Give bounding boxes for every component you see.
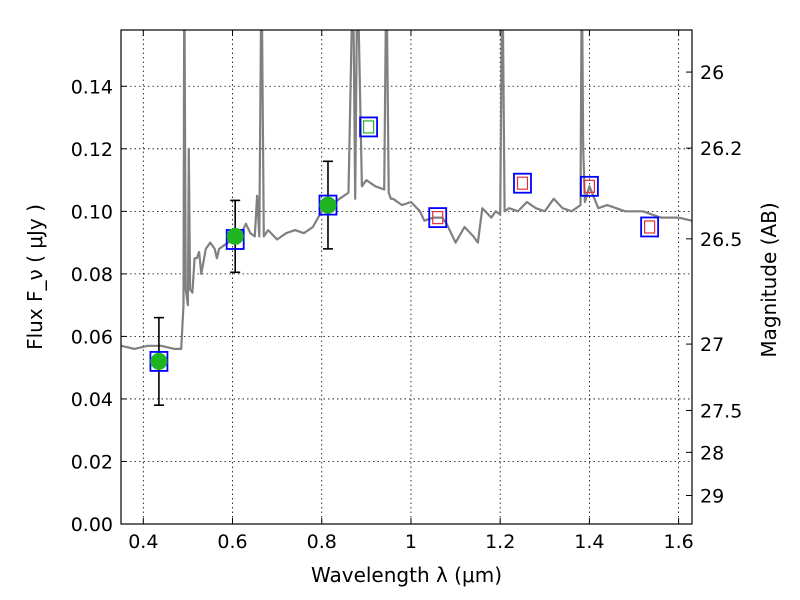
measured-point (319, 196, 337, 214)
plot-frame (120, 29, 693, 525)
right-tick-label: 28 (700, 442, 724, 464)
x-tick-label: 0.8 (307, 531, 337, 553)
y-tick-label: 0.14 (71, 76, 113, 98)
photometry-square (579, 175, 599, 197)
photometry-square (359, 116, 378, 138)
grid-layer (121, 30, 692, 524)
model-square (516, 176, 529, 190)
right-tick-label: 27 (700, 334, 724, 356)
right-tick-label: 29 (700, 485, 724, 507)
photometry-square (428, 207, 448, 228)
y-axis-label: Flux F_ν ( μJy ) (23, 204, 47, 350)
measured-point (150, 352, 168, 370)
right-tick-label: 26 (700, 62, 724, 84)
right-tick-label: 27.5 (700, 400, 742, 422)
x-tick-label: 1.4 (574, 531, 604, 553)
series-layer (121, 30, 692, 406)
x-tick-label: 0.4 (128, 531, 158, 553)
y-tick-label: 0.04 (71, 389, 113, 411)
y-axis-right-label: Magnitude (AB) (757, 202, 781, 357)
x-axis-label: Wavelength λ (μm) (311, 563, 502, 587)
y-tick-label: 0.02 (71, 451, 113, 473)
model-square (362, 120, 375, 134)
model-square (644, 220, 656, 234)
right-tick-label: 26.5 (700, 229, 742, 251)
photometry-square (640, 216, 660, 238)
x-tick-label: 1 (405, 531, 417, 553)
y-tick-label: 0.10 (71, 201, 113, 223)
y-tick-label: 0.06 (71, 326, 113, 348)
spectrum-line (121, 30, 692, 350)
y-tick-label: 0.08 (71, 264, 113, 286)
y-tick-label: 0.12 (71, 139, 113, 161)
measured-point (226, 227, 244, 245)
x-tick-label: 0.6 (217, 531, 247, 553)
y-tick-label: 0.00 (71, 514, 113, 536)
model-square (583, 179, 595, 193)
model-square (432, 210, 444, 225)
x-tick-label: 1.6 (664, 531, 694, 553)
photometry-square (513, 172, 532, 194)
x-tick-label: 1.2 (485, 531, 515, 553)
right-tick-label: 26.2 (700, 138, 742, 160)
ticks-layer: 0.4 0.6 0.8 1 1.2 1.4 1.6 0.00 0.02 0.04 0.06 0.08 0… (71, 30, 742, 553)
